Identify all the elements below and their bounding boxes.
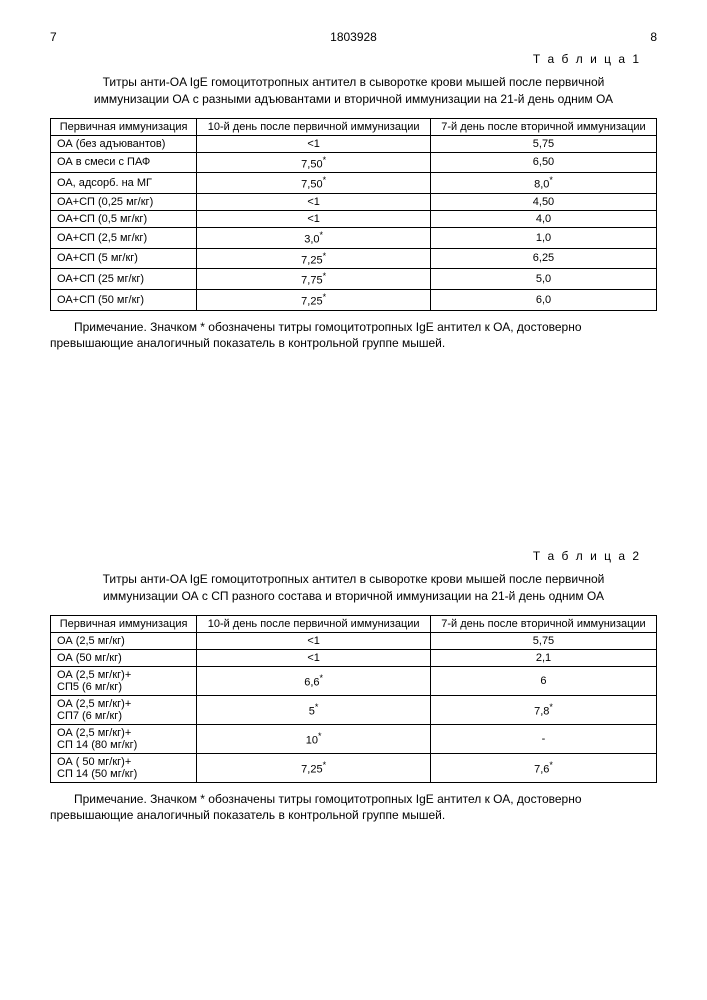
table-cell: 7,50* xyxy=(197,152,431,173)
table-cell: 6,25 xyxy=(430,248,656,269)
table-cell: ОА+СП (50 мг/кг) xyxy=(51,289,197,310)
table-cell: ОА+СП (25 мг/кг) xyxy=(51,269,197,290)
table-cell: 5,75 xyxy=(430,632,656,649)
table1-title: Титры анти-OA IgE гомоцитотропных антите… xyxy=(94,74,614,108)
table-row: ОА+СП (50 мг/кг)7,25*6,0 xyxy=(51,289,657,310)
table-cell: <1 xyxy=(197,193,431,210)
table-cell: ОА, адсорб. на МГ xyxy=(51,173,197,194)
table1-note: Примечание. Значком * обозначены титры г… xyxy=(50,319,657,351)
table-row: ОА (50 мг/кг)<12,1 xyxy=(51,649,657,666)
table-cell: ОА+СП (5 мг/кг) xyxy=(51,248,197,269)
table-cell: ОА ( 50 мг/кг)+СП 14 (50 мг/кг) xyxy=(51,753,197,782)
col-header: Первичная иммунизация xyxy=(51,615,197,632)
table1-label: Т а б л и ц а 1 xyxy=(50,52,641,66)
table-cell: 6,50 xyxy=(430,152,656,173)
table-cell: ОА (2,5 мг/кг)+СП5 (6 мг/кг) xyxy=(51,666,197,695)
table-cell: ОА+СП (0,25 мг/кг) xyxy=(51,193,197,210)
col-header: 10-й день после первичной иммунизации xyxy=(197,615,431,632)
col-header: 7-й день после вторичной иммунизации xyxy=(430,615,656,632)
table2-label: Т а б л и ц а 2 xyxy=(50,549,641,563)
table-cell: 8,0* xyxy=(430,173,656,194)
table-row: ОА+СП (2,5 мг/кг)3,0*1,0 xyxy=(51,227,657,248)
table-cell: 1,0 xyxy=(430,227,656,248)
table-row: ОА (без адъювантов)<15,75 xyxy=(51,135,657,152)
table-cell: <1 xyxy=(197,210,431,227)
table2-note: Примечание. Значком * обозначены титры г… xyxy=(50,791,657,823)
table-cell: 6,6* xyxy=(197,666,431,695)
page-num-left: 7 xyxy=(50,30,57,44)
table-cell: 4,50 xyxy=(430,193,656,210)
table-row: ОА+СП (0,25 мг/кг)<14,50 xyxy=(51,193,657,210)
table-cell: - xyxy=(430,724,656,753)
page-num-right: 8 xyxy=(650,30,657,44)
table-cell: 7,6* xyxy=(430,753,656,782)
col-header: 7-й день после вторичной иммунизации xyxy=(430,118,656,135)
table-cell: ОА (без адъювантов) xyxy=(51,135,197,152)
col-header: 10-й день после первичной иммунизации xyxy=(197,118,431,135)
table-cell: 4,0 xyxy=(430,210,656,227)
table-row: ОА (2,5 мг/кг)+СП7 (6 мг/кг)5*7,8* xyxy=(51,695,657,724)
table-row: ОА ( 50 мг/кг)+СП 14 (50 мг/кг)7,25*7,6* xyxy=(51,753,657,782)
table-cell: 5,75 xyxy=(430,135,656,152)
doc-number: 1803928 xyxy=(330,30,377,44)
table-cell: 7,25* xyxy=(197,289,431,310)
table-cell: 7,50* xyxy=(197,173,431,194)
table-cell: ОА в смеси с ПАФ xyxy=(51,152,197,173)
table-cell: 5* xyxy=(197,695,431,724)
table-header-row: Первичная иммунизация 10-й день после пе… xyxy=(51,615,657,632)
table-row: ОА в смеси с ПАФ7,50*6,50 xyxy=(51,152,657,173)
table-row: ОА+СП (0,5 мг/кг)<14,0 xyxy=(51,210,657,227)
table-cell: 6 xyxy=(430,666,656,695)
table-cell: ОА+СП (2,5 мг/кг) xyxy=(51,227,197,248)
table-cell: 7,25* xyxy=(197,753,431,782)
table-cell: 10* xyxy=(197,724,431,753)
table-row: ОА, адсорб. на МГ7,50*8,0* xyxy=(51,173,657,194)
table-cell: 3,0* xyxy=(197,227,431,248)
table-row: ОА (2,5 мг/кг)+СП 14 (80 мг/кг)10*- xyxy=(51,724,657,753)
table-cell: 7,8* xyxy=(430,695,656,724)
table-cell: <1 xyxy=(197,135,431,152)
table-row: ОА+СП (25 мг/кг)7,75*5,0 xyxy=(51,269,657,290)
page-header: 7 1803928 8 xyxy=(50,30,657,44)
table-cell: ОА (2,5 мг/кг)+СП 14 (80 мг/кг) xyxy=(51,724,197,753)
table-cell: <1 xyxy=(197,632,431,649)
col-header: Первичная иммунизация xyxy=(51,118,197,135)
table-cell: 5,0 xyxy=(430,269,656,290)
table-cell: <1 xyxy=(197,649,431,666)
table-header-row: Первичная иммунизация 10-й день после пе… xyxy=(51,118,657,135)
table-row: ОА+СП (5 мг/кг)7,25*6,25 xyxy=(51,248,657,269)
table-row: ОА (2,5 мг/кг)<15,75 xyxy=(51,632,657,649)
table-cell: ОА (2,5 мг/кг)+СП7 (6 мг/кг) xyxy=(51,695,197,724)
table2-title: Титры анти-OA IgE гомоцитотропных антите… xyxy=(94,571,614,605)
table-row: ОА (2,5 мг/кг)+СП5 (6 мг/кг)6,6*6 xyxy=(51,666,657,695)
table1: Первичная иммунизация 10-й день после пе… xyxy=(50,118,657,311)
table-cell: ОА (2,5 мг/кг) xyxy=(51,632,197,649)
table-cell: 7,25* xyxy=(197,248,431,269)
table2: Первичная иммунизация 10-й день после пе… xyxy=(50,615,657,783)
table-cell: 6,0 xyxy=(430,289,656,310)
table-cell: 7,75* xyxy=(197,269,431,290)
table-cell: ОА+СП (0,5 мг/кг) xyxy=(51,210,197,227)
table-cell: ОА (50 мг/кг) xyxy=(51,649,197,666)
table-cell: 2,1 xyxy=(430,649,656,666)
